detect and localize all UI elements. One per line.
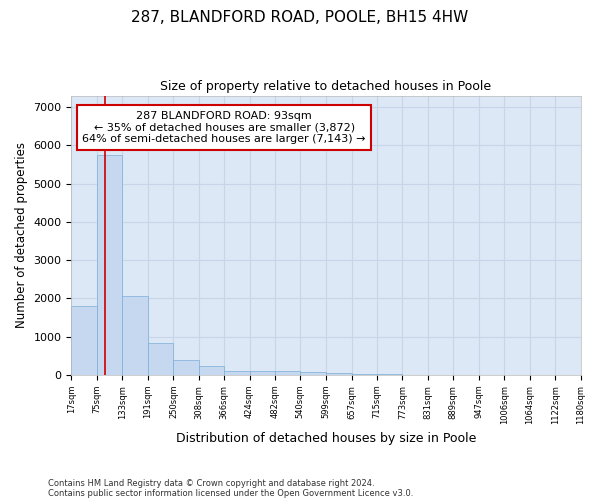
Text: 287 BLANDFORD ROAD: 93sqm
← 35% of detached houses are smaller (3,872)
64% of se: 287 BLANDFORD ROAD: 93sqm ← 35% of detac…	[82, 111, 366, 144]
Text: Contains public sector information licensed under the Open Government Licence v3: Contains public sector information licen…	[48, 488, 413, 498]
Bar	[326, 373, 352, 375]
Bar	[301, 372, 326, 375]
Bar	[173, 360, 199, 375]
X-axis label: Distribution of detached houses by size in Poole: Distribution of detached houses by size …	[176, 432, 476, 445]
Bar	[122, 296, 148, 375]
Bar	[352, 374, 377, 375]
Bar	[224, 370, 250, 375]
Bar	[97, 155, 122, 375]
Bar	[377, 374, 403, 375]
Bar	[275, 372, 301, 375]
Bar	[71, 306, 97, 375]
Y-axis label: Number of detached properties: Number of detached properties	[15, 142, 28, 328]
Bar	[199, 366, 224, 375]
Title: Size of property relative to detached houses in Poole: Size of property relative to detached ho…	[160, 80, 491, 93]
Bar	[148, 343, 173, 375]
Bar	[250, 371, 275, 375]
Text: 287, BLANDFORD ROAD, POOLE, BH15 4HW: 287, BLANDFORD ROAD, POOLE, BH15 4HW	[131, 10, 469, 25]
Text: Contains HM Land Registry data © Crown copyright and database right 2024.: Contains HM Land Registry data © Crown c…	[48, 478, 374, 488]
